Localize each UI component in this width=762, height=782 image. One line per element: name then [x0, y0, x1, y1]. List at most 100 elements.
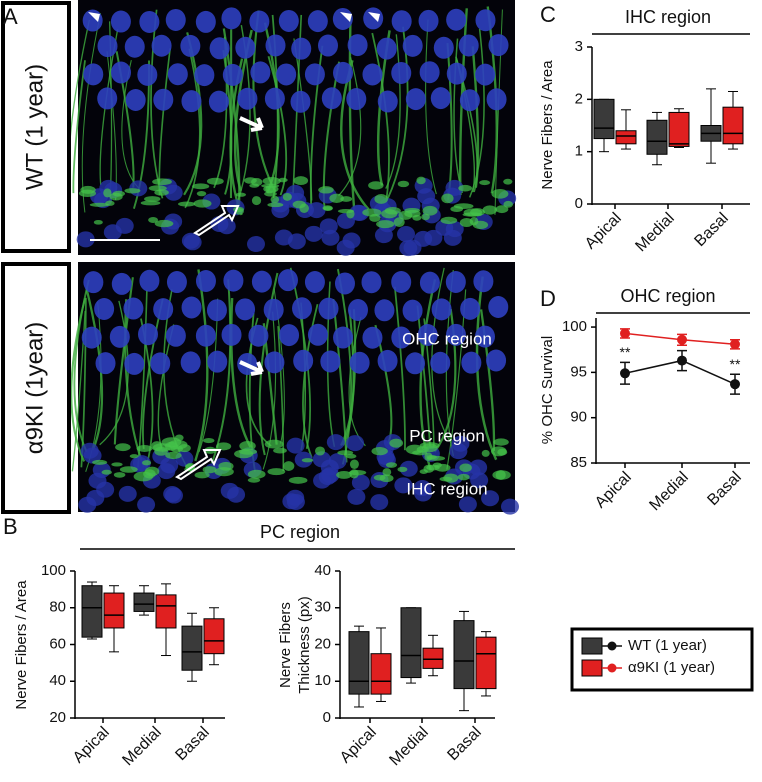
y-axis-label: Nerve Fibers / Area: [539, 60, 556, 190]
chart-title: PC region: [260, 522, 340, 542]
fiber-spot: [203, 438, 215, 444]
nucleus: [347, 299, 368, 322]
nucleus: [304, 63, 325, 86]
nucleus: [293, 349, 314, 372]
nucleus: [334, 272, 355, 295]
nucleus: [195, 324, 216, 347]
nucleus: [163, 485, 182, 502]
nucleus: [183, 234, 202, 251]
arrow: [239, 360, 264, 376]
box: [668, 111, 690, 147]
nucleus: [374, 227, 393, 244]
box: [722, 106, 744, 145]
nucleus: [195, 10, 216, 33]
fiber: [262, 311, 277, 470]
nucleus: [94, 297, 115, 320]
nucleus: [470, 472, 489, 489]
y-tick-label: 60: [49, 635, 66, 652]
x-tick-label: Basal: [172, 724, 212, 764]
fiber-spot: [301, 458, 314, 463]
fiber-spot: [459, 463, 472, 472]
nucleus: [180, 351, 201, 374]
fiber-spot: [368, 181, 384, 190]
y-axis-label: % OHC Survival: [539, 336, 556, 444]
x-tick-label: Medial: [386, 724, 431, 769]
nucleus: [346, 88, 367, 111]
point: [620, 368, 630, 379]
nucleus: [445, 270, 466, 293]
chart-title: IHC region: [625, 7, 711, 27]
y-axis-label: Nerve Fibers: [277, 602, 294, 688]
fiber-spot: [93, 219, 103, 225]
nucleus: [209, 37, 230, 60]
nucleus: [278, 9, 299, 32]
fiber-spot: [152, 178, 172, 186]
nucleus: [265, 34, 286, 57]
fiber: [486, 6, 498, 194]
fiber-spot: [270, 195, 280, 204]
nucleus: [195, 270, 216, 293]
fiber-spot: [495, 470, 506, 480]
nucleus: [397, 226, 416, 243]
fiber-spot: [288, 476, 308, 484]
fiber-spot: [89, 202, 109, 207]
nucleus: [399, 240, 418, 257]
fiber-spot: [140, 200, 161, 206]
fiber: [425, 19, 437, 195]
nucleus: [83, 63, 104, 86]
fiber-spot: [144, 196, 161, 202]
nucleus: [351, 474, 370, 491]
fiber-spot: [80, 185, 96, 194]
fiber-spot: [397, 466, 408, 472]
fiber: [371, 32, 390, 212]
fiber-spot: [143, 469, 156, 479]
y-tick-label: 20: [314, 635, 331, 652]
nucleus: [417, 324, 438, 347]
box: [370, 653, 392, 695]
fiber-spot: [103, 188, 112, 198]
fiber-spot: [443, 473, 459, 483]
fiber: [342, 309, 355, 446]
fiber-spot: [491, 189, 509, 199]
y-tick-label: 85: [570, 454, 587, 471]
nucleus: [347, 488, 366, 505]
region-label: IHC region: [406, 479, 487, 498]
chart-title: OHC region: [620, 286, 715, 306]
region-label: PC region: [409, 426, 485, 445]
nucleus: [221, 323, 242, 346]
fiber: [475, 276, 498, 461]
fiber-spot: [174, 434, 184, 441]
y-tick-label: 100: [41, 562, 66, 579]
nucleus: [251, 270, 272, 293]
y-axis-label: Nerve Fibers / Area: [13, 580, 30, 710]
nucleus: [391, 10, 412, 33]
fiber-spot: [178, 201, 196, 207]
fiber: [142, 298, 164, 449]
fiber-spot: [490, 446, 507, 457]
nucleus: [153, 88, 174, 111]
y-tick-label: 2: [575, 90, 583, 107]
nucleus: [474, 325, 495, 348]
fiber-spot: [426, 464, 440, 471]
nucleus: [118, 485, 137, 502]
nucleus: [349, 204, 368, 221]
nucleus: [391, 61, 412, 84]
fiber-spot: [385, 462, 398, 468]
fiber-spot: [337, 450, 354, 456]
fiber-spot: [92, 459, 108, 465]
nucleus: [473, 270, 494, 293]
nucleus: [370, 494, 389, 511]
fiber-spot: [440, 216, 458, 225]
fiber-spot: [374, 193, 388, 204]
fiber-spot: [493, 438, 509, 446]
x-tick-label: Basal: [444, 724, 484, 764]
point: [730, 339, 740, 350]
nucleus: [307, 323, 328, 346]
open-arrow: [175, 449, 222, 481]
arrowhead: [368, 12, 380, 22]
fiber-spot: [349, 459, 359, 470]
box: [348, 631, 370, 695]
nucleus: [246, 236, 265, 253]
fiber-spot: [239, 440, 256, 451]
nucleus: [333, 61, 354, 84]
